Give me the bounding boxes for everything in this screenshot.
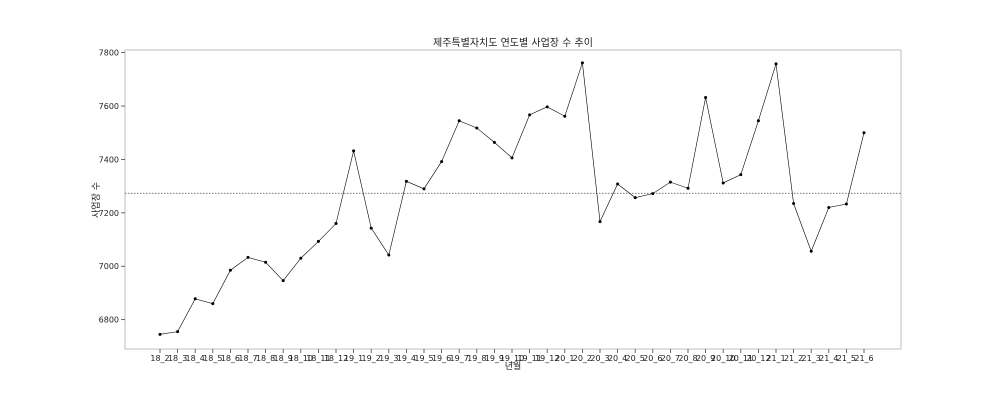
data-point [756,119,760,123]
y-tick-label: 6800 [99,316,119,325]
data-point [440,160,444,164]
x-tick-label: 18_3 [168,354,187,363]
data-point [580,61,584,65]
x-tick-label: 19_12 [535,354,559,363]
data-point [281,279,285,283]
data-point [528,113,532,117]
chart-title: 제주특별자치도 연도별 사업장 수 추이 [433,36,593,49]
data-point [563,114,567,118]
y-tick-label: 7400 [99,155,119,164]
data-point [475,126,479,130]
x-tick-label: 19_3 [379,354,398,363]
x-tick-label: 19_2 [362,354,381,363]
data-point [862,131,866,135]
x-tick-label: 18_7 [238,354,257,363]
y-tick-label: 7600 [99,102,119,111]
x-tick-label: 20_12 [746,354,770,363]
data-point [739,173,743,177]
x-tick-label: 19_1 [344,354,363,363]
y-tick-label: 7200 [99,209,119,218]
x-tick-label: 19_10 [500,354,524,363]
data-point [616,182,620,186]
x-tick-label: 21_2 [784,354,803,363]
x-tick-label: 21_6 [854,354,873,363]
x-tick-label: 18_8 [256,354,275,363]
x-tick-label: 20_3 [590,354,609,363]
x-tick-label: 19_11 [517,354,541,363]
x-tick-label: 19_8 [467,354,486,363]
data-point [334,222,338,226]
data-point [545,105,549,109]
data-point [774,62,778,66]
x-tick-label: 20_4 [608,354,627,363]
x-tick-label: 20_11 [729,354,753,363]
x-tick-label: 18_6 [221,354,240,363]
data-point [264,260,268,264]
data-point [809,249,813,253]
x-tick-label: 19_6 [432,354,451,363]
x-tick-label: 18_10 [289,354,313,363]
x-axis-label: 년월 [505,360,522,372]
data-point [387,253,391,257]
x-tick-label: 18_4 [186,354,205,363]
data-point [228,268,232,272]
data-point [492,140,496,144]
plot-frame [124,49,902,350]
x-tick-label: 19_9 [485,354,504,363]
series-line [159,62,865,335]
x-tick-label: 19_5 [414,354,433,363]
x-tick-label: 19_4 [397,354,416,363]
data-point [299,256,303,260]
data-point [651,192,655,196]
data-point [827,206,831,210]
x-tick-label: 20_6 [643,354,662,363]
data-point [844,202,848,206]
data-point [246,255,250,259]
data-point [176,330,180,334]
data-point [211,302,215,306]
x-tick-label: 18_12 [324,354,348,363]
data-point [686,186,690,190]
x-tick-label: 20_5 [626,354,645,363]
x-tick-label: 18_2 [150,354,169,363]
x-tick-label: 18_5 [203,354,222,363]
y-tick-label: 7800 [99,49,119,58]
data-point [510,156,514,160]
data-point [193,297,197,301]
x-tick-label: 21_4 [819,354,838,363]
x-tick-label: 20_1 [555,354,574,363]
data-point [404,179,408,183]
data-point [668,180,672,184]
y-axis-label: 사업장 수 [91,182,102,218]
y-axis: 6800 7000 7200 7400 7600 7800 [99,49,125,325]
x-tick-label: 20_2 [573,354,592,363]
data-point [633,196,637,200]
data-point [721,181,725,185]
x-tick-label: 20_9 [696,354,715,363]
data-points [158,61,866,336]
x-tick-label: 21_5 [837,354,856,363]
x-tick-label: 18_9 [274,354,293,363]
data-point [598,220,602,224]
x-tick-label: 18_11 [306,354,330,363]
data-point [457,119,461,123]
data-point [422,187,426,191]
x-axis: 18_218_318_418_518_618_718_818_918_1018_… [150,349,874,363]
data-point [316,239,320,243]
y-tick-label: 7000 [99,262,119,271]
data-point [352,149,356,153]
x-tick-label: 19_7 [450,354,469,363]
x-tick-label: 21_3 [802,354,821,363]
x-tick-label: 20_10 [711,354,735,363]
data-point [369,226,373,230]
data-point [792,202,796,206]
x-tick-label: 20_8 [678,354,697,363]
data-point [704,96,708,100]
x-tick-label: 21_1 [766,354,785,363]
data-point [158,332,162,336]
x-tick-label: 20_7 [661,354,680,363]
